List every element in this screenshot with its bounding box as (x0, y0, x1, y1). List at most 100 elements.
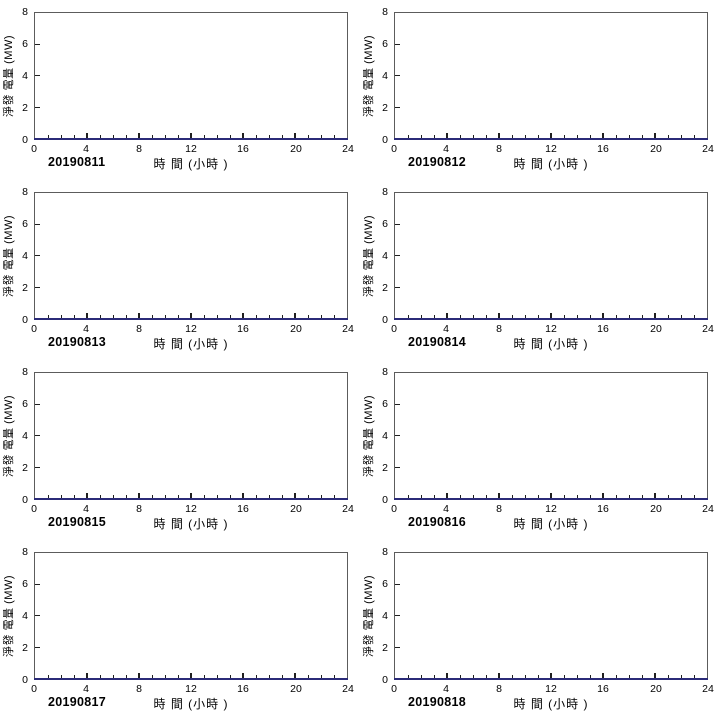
y-tick-label-4: 4 (382, 70, 388, 82)
x-minor-tick (61, 315, 62, 319)
y-tick-label-4: 4 (22, 70, 28, 82)
y-tick-label-8: 8 (22, 366, 28, 378)
x-major-tick (86, 313, 88, 319)
x-tick-label-20: 20 (650, 143, 662, 155)
x-major-tick (190, 133, 192, 139)
x-minor-tick (204, 135, 205, 139)
x-minor-tick (486, 315, 487, 319)
x-minor-tick (126, 315, 127, 319)
x-minor-tick (460, 495, 461, 499)
x-minor-tick (256, 135, 257, 139)
x-minor-tick (681, 495, 682, 499)
x-minor-tick (152, 135, 153, 139)
x-minor-tick (100, 135, 101, 139)
y-tick-label-2: 2 (22, 642, 28, 654)
x-major-tick (602, 313, 604, 319)
x-minor-tick (217, 315, 218, 319)
x-tick-label-0: 0 (391, 143, 397, 155)
x-minor-tick (126, 675, 127, 679)
x-minor-tick (577, 675, 578, 679)
zero-output-data-line (34, 318, 348, 320)
y-tick-label-4: 4 (382, 610, 388, 622)
x-tick-label-16: 16 (237, 503, 249, 515)
x-tick-label-20: 20 (290, 503, 302, 515)
x-minor-tick (577, 495, 578, 499)
y-tick-label-0: 0 (382, 494, 388, 506)
x-minor-tick (178, 315, 179, 319)
y-tick-label-8: 8 (382, 366, 388, 378)
y-major-tick (35, 75, 40, 76)
x-minor-tick (204, 675, 205, 679)
x-tick-label-12: 12 (185, 323, 197, 335)
x-minor-tick (334, 675, 335, 679)
x-minor-tick (668, 675, 669, 679)
x-major-tick (190, 673, 192, 679)
chart-date-label: 20190817 (48, 695, 107, 709)
x-tick-label-12: 12 (185, 143, 197, 155)
x-minor-tick (512, 135, 513, 139)
x-minor-tick (48, 675, 49, 679)
x-minor-tick (681, 675, 682, 679)
x-tick-label-4: 4 (443, 323, 449, 335)
x-minor-tick (473, 495, 474, 499)
x-major-tick (550, 673, 552, 679)
x-tick-label-8: 8 (496, 323, 502, 335)
x-major-tick (138, 673, 140, 679)
x-minor-tick (694, 135, 695, 139)
x-minor-tick (590, 675, 591, 679)
x-major-tick (498, 133, 500, 139)
chart-date-label: 20190814 (408, 335, 467, 349)
chart-date-label: 20190816 (408, 515, 467, 529)
x-minor-tick (74, 495, 75, 499)
x-major-tick (138, 133, 140, 139)
y-tick-label-8: 8 (22, 546, 28, 558)
y-major-tick (35, 286, 40, 288)
x-major-tick (550, 493, 552, 499)
chart-cell: 淨發 電量 (MW) 8 6 4 2 0 0 4 8 12 16 20 24 2… (0, 540, 360, 720)
x-tick-label-20: 20 (290, 143, 302, 155)
x-minor-tick (165, 135, 166, 139)
zero-output-data-line (34, 138, 348, 140)
y-tick-label-2: 2 (22, 462, 28, 474)
x-tick-label-16: 16 (597, 143, 609, 155)
x-minor-tick (629, 495, 630, 499)
x-minor-tick (165, 495, 166, 499)
zero-output-data-line (34, 678, 348, 680)
x-tick-label-12: 12 (545, 323, 557, 335)
x-minor-tick (256, 315, 257, 319)
x-minor-tick (590, 135, 591, 139)
chart-cell: 淨發 電量 (MW) 8 6 4 2 0 0 4 8 12 16 20 24 2… (360, 0, 720, 180)
x-major-tick (242, 673, 244, 679)
x-minor-tick (564, 135, 565, 139)
x-major-tick (190, 313, 192, 319)
x-major-tick (242, 133, 244, 139)
x-minor-tick (269, 675, 270, 679)
x-minor-tick (460, 315, 461, 319)
x-axis-title: 時 間 (小時 ) (153, 337, 229, 351)
x-minor-tick (473, 315, 474, 319)
x-minor-tick (334, 315, 335, 319)
x-major-tick (602, 133, 604, 139)
y-tick-label-2: 2 (382, 102, 388, 114)
x-axis-title: 時 間 (小時 ) (153, 157, 229, 171)
x-minor-tick (694, 495, 695, 499)
x-tick-label-16: 16 (237, 323, 249, 335)
x-tick-label-24: 24 (342, 683, 354, 695)
x-minor-tick (473, 675, 474, 679)
x-minor-tick (165, 675, 166, 679)
y-major-tick (35, 583, 40, 585)
x-tick-label-8: 8 (496, 683, 502, 695)
y-major-tick (395, 106, 400, 108)
x-tick-label-24: 24 (342, 503, 354, 515)
y-tick-label-6: 6 (22, 38, 28, 50)
x-minor-tick (642, 495, 643, 499)
y-tick-label-6: 6 (22, 578, 28, 590)
x-minor-tick (204, 315, 205, 319)
x-minor-tick (48, 135, 49, 139)
y-major-tick (395, 286, 400, 288)
x-minor-tick (668, 315, 669, 319)
zero-output-data-line (394, 318, 708, 320)
x-minor-tick (256, 495, 257, 499)
x-major-tick (550, 133, 552, 139)
